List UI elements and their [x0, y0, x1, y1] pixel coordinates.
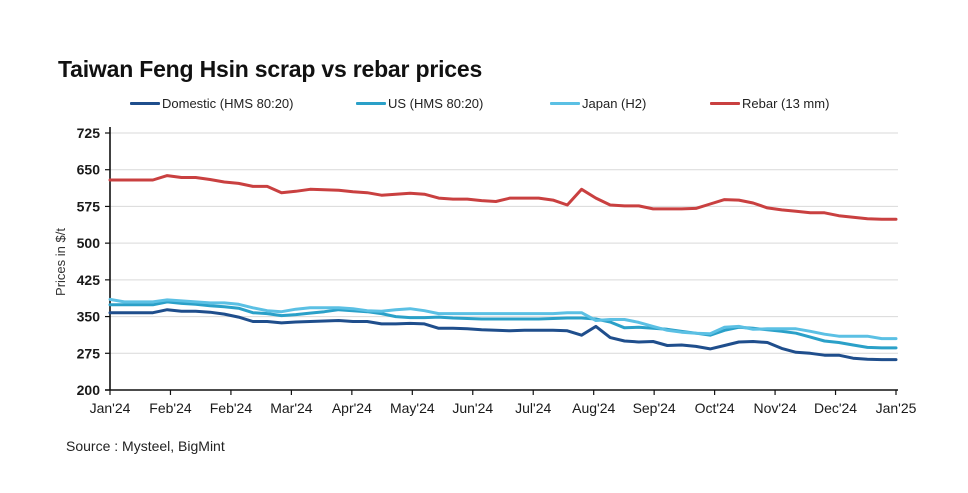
x-tick-label: Jan'24	[90, 400, 131, 416]
x-tick-label: Apr'24	[332, 400, 372, 416]
x-tick-label: Mar'24	[270, 400, 313, 416]
y-tick-label: 725	[77, 125, 101, 141]
y-tick-label: 650	[77, 162, 101, 178]
series-lines	[108, 174, 898, 362]
x-tick-label: May'24	[390, 400, 435, 416]
legend-item-us: US (HMS 80:20)	[356, 96, 483, 111]
x-axis: Jan'24 Feb'24 Feb'24 Mar'24 Apr'24 May'24 Jun'…	[90, 389, 917, 416]
series-line-rebar	[108, 174, 898, 221]
y-tick-label: 200	[77, 382, 101, 398]
chart-title: Taiwan Feng Hsin scrap vs rebar prices	[58, 56, 483, 82]
y-axis: 200 275 350 425 500 575 650 725	[77, 125, 111, 398]
x-tick-label: Feb'24	[210, 400, 253, 416]
legend-label-japan: Japan (H2)	[582, 96, 647, 111]
legend-swatch-rebar	[710, 102, 740, 105]
x-tick-label: Jul'24	[515, 400, 551, 416]
x-tick-label: Jan'25	[876, 400, 917, 416]
y-tick-label: 275	[77, 345, 101, 361]
source-note: Source : Mysteel, BigMint	[66, 438, 225, 454]
y-tick-label: 350	[77, 309, 101, 325]
legend-swatch-us	[356, 102, 386, 105]
series-line-japan	[108, 297, 898, 341]
x-tick-label: Oct'24	[695, 400, 735, 416]
x-tick-label: Sep'24	[633, 400, 676, 416]
legend-item-japan: Japan (H2)	[550, 96, 646, 111]
series-line-us	[108, 300, 898, 350]
y-axis-title: Prices in $/t	[53, 228, 68, 296]
y-tick-label: 575	[77, 198, 101, 214]
legend-item-rebar: Rebar (13 mm)	[710, 96, 829, 111]
series-line-domestic	[108, 308, 898, 362]
x-tick-label: Aug'24	[572, 400, 615, 416]
legend-label-domestic: Domestic (HMS 80:20)	[162, 96, 294, 111]
legend-swatch-japan	[550, 102, 580, 105]
legend-swatch-domestic	[130, 102, 160, 105]
x-tick-label: Feb'24	[149, 400, 192, 416]
gridlines	[110, 132, 898, 354]
legend-item-domestic: Domestic (HMS 80:20)	[130, 96, 293, 111]
x-tick-label: Nov'24	[753, 400, 796, 416]
y-tick-label: 500	[77, 235, 101, 251]
x-tick-label: Jun'24	[452, 400, 493, 416]
y-tick-label: 425	[77, 272, 101, 288]
x-tick-label: Dec'24	[814, 400, 857, 416]
chart-legend: Domestic (HMS 80:20) US (HMS 80:20) Japa…	[130, 96, 890, 114]
legend-label-us: US (HMS 80:20)	[388, 96, 484, 111]
legend-label-rebar: Rebar (13 mm)	[742, 96, 830, 111]
